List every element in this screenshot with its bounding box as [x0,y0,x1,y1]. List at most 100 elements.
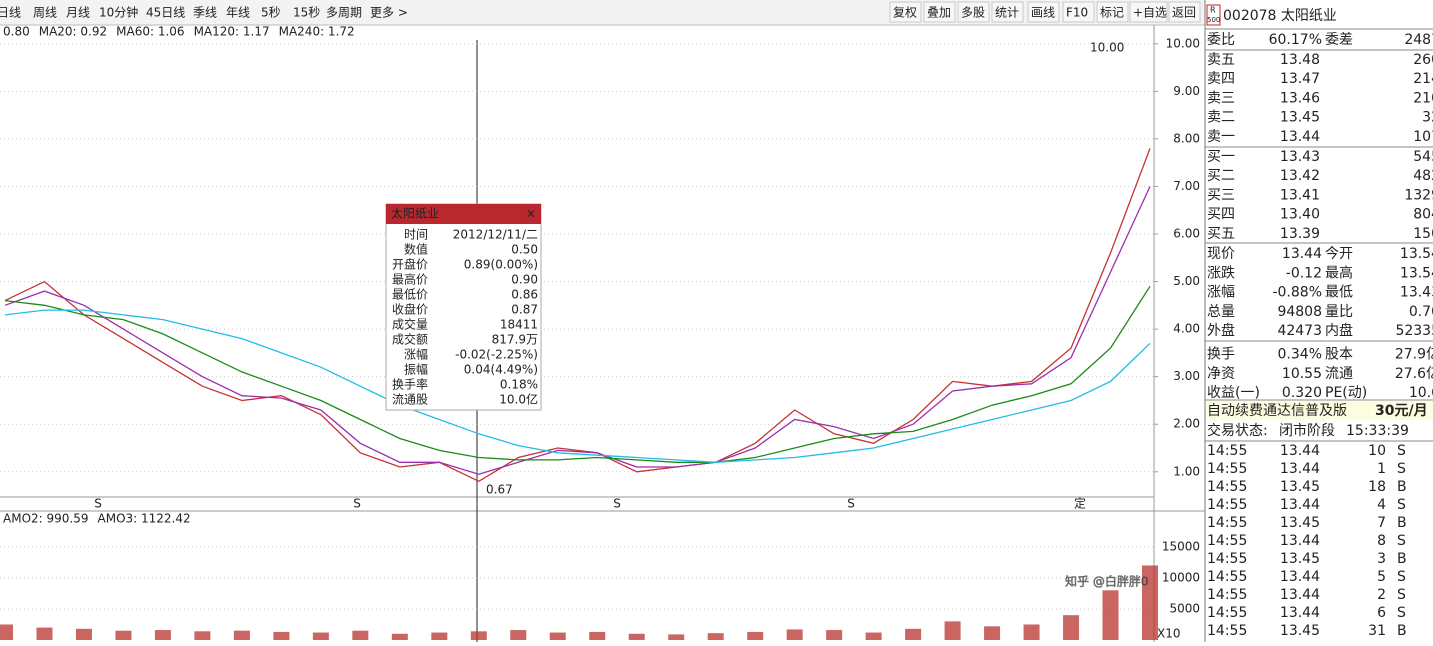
y-tick-label: 2.00 [1173,417,1200,431]
quote-cell: 14:55 [1207,533,1247,549]
tooltip-label: 最低价 [392,288,428,302]
period-tab[interactable]: 年线 [226,6,250,20]
y-tick-label: 4.00 [1173,322,1200,336]
quote-cell: 13.44 [1280,443,1320,459]
quote-cell: -0.12 [1286,265,1322,281]
tooltip-label: 开盘价 [392,257,428,272]
volume-bar [707,633,724,640]
quote-cell: 买一 [1207,149,1235,165]
quote-cell: 13.40 [1280,207,1320,223]
volume-bar [549,632,566,640]
tooltip-label: 成交量 [392,317,428,332]
quote-cell: 流通 [1325,366,1353,382]
period-tab[interactable]: 季线 [193,6,217,20]
period-tab[interactable]: 日线 [0,6,21,20]
quote-cell: 14:55 [1207,497,1247,513]
quote-cell: 14:55 [1207,479,1247,495]
quote-cell: 13.46 [1280,90,1320,106]
quote-cell: 涨幅 [1207,285,1235,301]
tooltip-label: 时间 [404,228,428,242]
y-tick-label: 7.00 [1173,179,1200,193]
quote-cell: 14:55 [1207,443,1247,459]
tool-button[interactable]: 返回 [1172,6,1196,20]
volume-bar [510,630,527,640]
ma-legend: MA120: 1.17 [194,25,270,39]
period-tab[interactable]: 10分钟 [99,5,138,20]
quote-cell: B [1397,623,1407,639]
tool-button-bg [991,1,1024,23]
quote-cell: 42473 [1277,323,1322,339]
tool-button[interactable]: 标记 [1100,6,1124,20]
quote-cell: 涨跌 [1207,265,1235,281]
quote-cell: B [1397,479,1407,495]
ad-price[interactable]: 30元/月 [1375,403,1428,419]
tool-button[interactable]: 复权 [893,6,917,20]
period-tab[interactable]: 更多 > [370,6,408,20]
scale-label: X10 [1157,627,1181,641]
volume-bar [75,628,92,640]
tooltip-label: 数值 [404,242,428,257]
quote-cell: S [1397,497,1406,513]
quote-cell: S [1397,533,1406,549]
tool-button[interactable]: 画线 [1031,6,1055,20]
quote-cell: 27.6亿 [1395,366,1433,382]
quote-cell: 10 [1368,443,1386,459]
tooltip-value: 18411 [500,318,538,332]
tooltip-value: -0.02(-2.25%) [455,348,538,362]
volume-bar [905,628,922,640]
tooltip-label: 涨幅 [404,347,428,362]
quote-cell: 210 [1413,90,1433,106]
quote-cell: 14:55 [1207,623,1247,639]
tooltip-label: 收盘价 [392,302,428,317]
quote-cell: 52335 [1395,323,1433,339]
quote-cell: 32 [1422,110,1433,126]
quote-cell: 13.54 [1400,265,1433,281]
period-tab[interactable]: 多周期 [326,6,362,20]
quote-cell: 卖五 [1207,52,1235,68]
period-tab[interactable]: 45日线 [146,6,185,20]
tool-button[interactable]: 统计 [995,6,1019,20]
quote-cell: S [1397,605,1406,621]
tooltip-close[interactable]: × [526,207,536,221]
volume-bar [668,634,685,640]
amo-legend: AMO2: 990.59 [3,512,89,526]
tool-button[interactable]: +自选 [1133,6,1167,20]
quote-cell: 13.44 [1280,461,1320,477]
volume-bar [470,631,487,640]
tooltip-label: 换手率 [392,377,428,392]
tool-button-bg [889,1,922,23]
period-tab[interactable]: 5秒 [261,6,281,20]
period-tab[interactable]: 周线 [33,6,57,20]
tool-button[interactable]: 多股 [961,6,985,20]
volume-bar [36,627,53,640]
tool-button[interactable]: F10 [1066,6,1088,20]
y-tick-label: 1.00 [1173,464,1200,478]
quote-cell: 15:33:39 [1346,423,1409,439]
tooltip-value: 817.9万 [492,333,538,347]
tooltip-label: 最高价 [392,272,428,287]
quote-cell: 0.70 [1409,304,1433,320]
period-tab[interactable]: 月线 [66,6,90,20]
quote-cell: 14:55 [1207,605,1247,621]
badge-n: 500 [1207,16,1220,24]
ad-text[interactable]: 自动续费通达信普及版 [1207,402,1347,419]
period-tab[interactable]: 15秒 [293,6,320,20]
quote-cell: 94808 [1277,304,1322,320]
quote-cell: 14:55 [1207,587,1247,603]
quote-cell: 0.320 [1282,385,1322,401]
volume-bar [115,630,132,640]
quote-cell: S [1397,461,1406,477]
event-marker: 定 [1074,496,1086,511]
tool-button-bg [1168,1,1201,23]
quote-cell: 1 [1377,461,1386,477]
quote-cell: 2 [1377,587,1386,603]
ma-legend: MA60: 1.06 [116,25,184,39]
volume-bar [391,633,408,640]
tool-button[interactable]: 叠加 [927,6,951,20]
quote-cell: 内盘 [1325,322,1353,339]
quote-cell: 3 [1377,551,1386,567]
quote-cell: 545 [1413,149,1433,165]
quote-cell: 卖一 [1207,129,1235,145]
